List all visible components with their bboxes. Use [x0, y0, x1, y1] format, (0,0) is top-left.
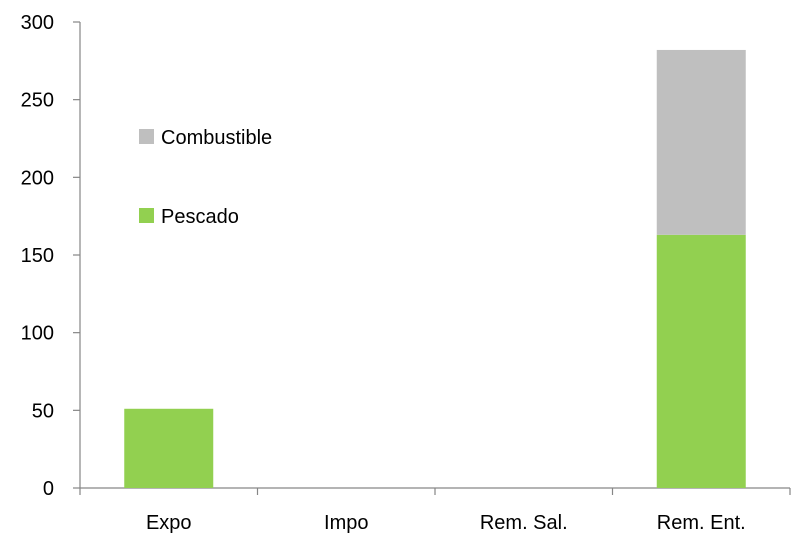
x-tick-label: Rem. Sal. [480, 512, 568, 534]
x-tick-label: Impo [324, 512, 368, 534]
bar-combustible-3 [656, 49, 746, 235]
bar-pescado-3 [656, 234, 746, 488]
x-axis: Expo Impo Rem. Sal. Rem. Ent. [79, 487, 791, 534]
y-tick-label: 250 [21, 90, 54, 112]
y-tick-label: 150 [21, 245, 54, 267]
bar-pescado-0 [124, 408, 214, 488]
legend-swatch-pescado [139, 208, 154, 223]
legend-label-pescado: Pescado [161, 206, 239, 228]
legend-label-combustible: Combustible [161, 127, 272, 149]
y-tick-label: 50 [32, 400, 54, 422]
x-tick-label: Expo [146, 512, 192, 534]
y-tick-label: 0 [43, 478, 54, 500]
x-tick-label: Rem. Ent. [657, 512, 746, 534]
y-tick-label: 100 [21, 323, 54, 345]
y-axis: 0 50 100 150 200 250 300 [21, 12, 81, 500]
bars [124, 49, 746, 488]
y-tick-label: 300 [21, 12, 54, 34]
legend-swatch-combustible [139, 129, 154, 144]
y-tick-label: 200 [21, 167, 54, 189]
legend: Combustible Pescado [139, 127, 272, 228]
